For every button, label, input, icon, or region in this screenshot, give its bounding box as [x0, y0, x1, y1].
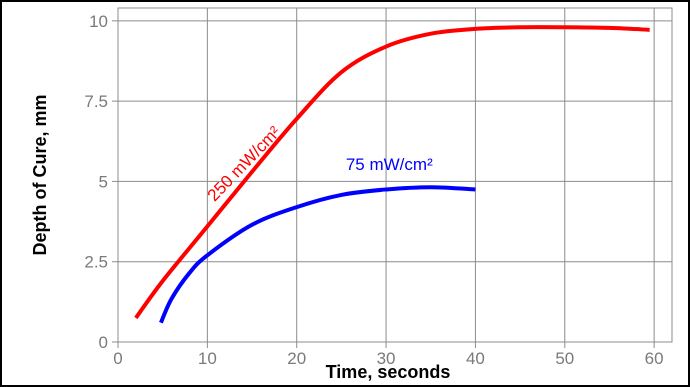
series-75-label: 75 mW/cm² [346, 155, 433, 174]
series-250-label: 250 mW/cm² [204, 122, 285, 205]
series-250-line [134, 25, 650, 320]
x-tick-label: 30 [377, 349, 396, 368]
y-tick-label: 0 [99, 333, 108, 352]
x-axis-title: Time, seconds [326, 362, 451, 382]
x-tick-label: 50 [555, 349, 574, 368]
x-tick-label: 10 [198, 349, 217, 368]
y-tick-label: 5 [99, 172, 108, 191]
x-tick-label: 60 [645, 349, 664, 368]
plot-area-border [117, 7, 673, 343]
y-tick-label: 10 [89, 12, 108, 31]
x-tick-label: 20 [287, 349, 306, 368]
x-tick-label: 40 [466, 349, 485, 368]
series-75-line [159, 185, 476, 324]
y-tick-label: 2.5 [84, 253, 108, 272]
x-tick-label: 0 [113, 349, 122, 368]
y-tick-label: 7.5 [84, 92, 108, 111]
y-axis-title: Depth of Cure, mm [30, 94, 50, 255]
